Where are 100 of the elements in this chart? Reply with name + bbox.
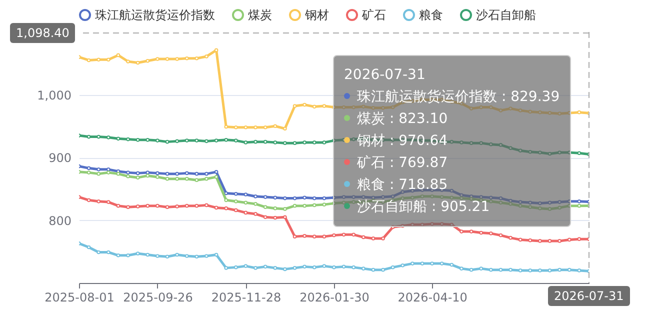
point [302, 234, 306, 238]
point [342, 232, 346, 237]
point [420, 262, 424, 266]
point [273, 140, 278, 144]
point [400, 190, 405, 194]
point [263, 140, 268, 144]
point [508, 106, 512, 110]
point [322, 196, 326, 200]
point [86, 166, 91, 170]
point [165, 172, 170, 176]
point [234, 138, 238, 142]
point [352, 195, 356, 199]
point [254, 125, 258, 130]
point [342, 105, 346, 110]
point [165, 205, 170, 209]
point [146, 204, 150, 208]
point [254, 202, 258, 206]
point [489, 268, 493, 272]
point [528, 150, 532, 154]
point [136, 60, 140, 65]
point [518, 238, 522, 242]
point [508, 202, 512, 206]
point [263, 264, 268, 269]
point [136, 138, 140, 142]
legend-label: 矿石 [361, 8, 386, 22]
x-tick-label: 2025-09-26 [123, 290, 193, 304]
point [136, 171, 140, 176]
point [548, 268, 552, 272]
point [283, 126, 287, 131]
point [371, 268, 376, 272]
y-tick-label: 900 [48, 151, 72, 165]
point [106, 170, 110, 174]
point [106, 168, 110, 172]
point [342, 195, 346, 199]
point [283, 196, 287, 200]
point [254, 194, 258, 198]
point [126, 137, 130, 142]
point [175, 139, 179, 144]
point [362, 235, 366, 240]
point [538, 201, 542, 206]
point [460, 193, 464, 198]
point [106, 250, 110, 254]
point [116, 136, 120, 141]
point [204, 254, 208, 258]
point [558, 268, 562, 272]
point [194, 56, 199, 60]
point [224, 206, 228, 210]
point [106, 136, 110, 140]
point [165, 57, 170, 61]
point [450, 196, 454, 200]
point [283, 141, 287, 145]
point [136, 204, 140, 208]
point [184, 138, 189, 142]
point [528, 238, 532, 242]
point [263, 195, 268, 199]
point [548, 239, 552, 243]
point [312, 234, 316, 238]
point [156, 57, 160, 61]
ref-line-label: 2026-07-31 [548, 286, 630, 306]
x-tick-label: 2026-04-10 [398, 290, 468, 304]
point [165, 140, 170, 144]
point [126, 205, 130, 209]
point [410, 196, 414, 200]
point [214, 138, 218, 142]
point [420, 194, 424, 198]
point [538, 268, 542, 272]
point [273, 266, 278, 270]
point [538, 206, 542, 210]
point [292, 196, 297, 200]
point [254, 140, 258, 144]
point [577, 200, 582, 204]
point [479, 141, 484, 145]
point [489, 142, 493, 146]
point [440, 262, 444, 266]
point [352, 105, 356, 110]
point [273, 196, 278, 200]
point [234, 192, 238, 196]
point [558, 150, 562, 154]
point [116, 53, 120, 58]
point [450, 140, 454, 144]
point [332, 265, 336, 270]
point [204, 139, 208, 144]
point [224, 198, 228, 202]
point [469, 141, 474, 145]
point [381, 106, 385, 110]
point [567, 238, 572, 242]
point [302, 196, 306, 200]
point [567, 268, 572, 272]
point [518, 108, 522, 112]
point [126, 170, 130, 174]
point [528, 205, 532, 209]
point [312, 265, 316, 270]
annotation: 粮食 : 718.85 [356, 176, 449, 195]
y-tick-label: 800 [48, 214, 72, 228]
point [518, 200, 522, 204]
point [156, 254, 160, 258]
point [204, 203, 208, 208]
point [381, 236, 385, 240]
point [322, 202, 326, 206]
point [558, 239, 562, 243]
